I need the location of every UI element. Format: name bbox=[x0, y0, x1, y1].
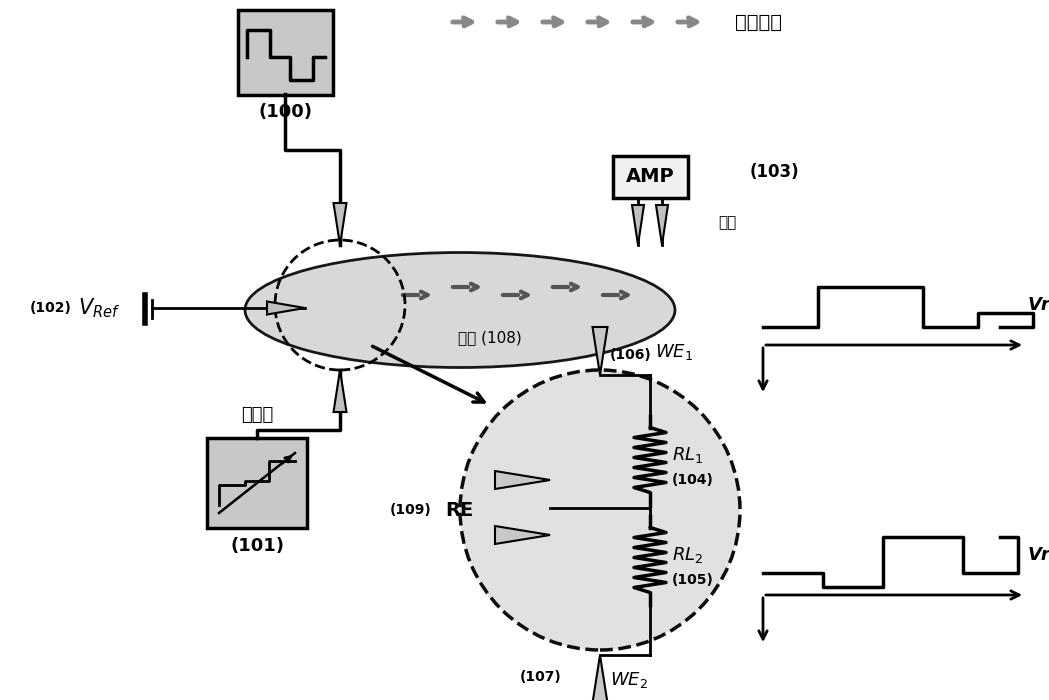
Text: $WE_1$: $WE_1$ bbox=[655, 342, 693, 362]
Circle shape bbox=[461, 370, 740, 650]
Text: 组织 (108): 组织 (108) bbox=[458, 330, 521, 345]
Polygon shape bbox=[495, 526, 550, 544]
Text: Vref: Vref bbox=[1028, 546, 1049, 564]
Text: $WE_2$: $WE_2$ bbox=[611, 670, 648, 690]
Text: (100): (100) bbox=[258, 103, 312, 121]
Text: RE: RE bbox=[445, 500, 473, 519]
Polygon shape bbox=[593, 327, 607, 375]
Polygon shape bbox=[656, 205, 668, 245]
Polygon shape bbox=[631, 205, 644, 245]
FancyBboxPatch shape bbox=[613, 156, 687, 198]
Polygon shape bbox=[495, 471, 550, 489]
Text: $RL_1$: $RL_1$ bbox=[672, 445, 704, 465]
Polygon shape bbox=[334, 370, 346, 412]
Text: 刺激拉电流: 刺激拉电流 bbox=[215, 0, 269, 1]
Text: (105): (105) bbox=[672, 573, 714, 587]
Text: 导电路径: 导电路径 bbox=[735, 13, 782, 32]
Text: Vref: Vref bbox=[1028, 296, 1049, 314]
Text: (103): (103) bbox=[750, 163, 799, 181]
Polygon shape bbox=[267, 302, 305, 314]
Text: 灌电流: 灌电流 bbox=[241, 406, 273, 424]
Text: (101): (101) bbox=[230, 537, 284, 555]
FancyBboxPatch shape bbox=[207, 438, 307, 528]
Text: (106): (106) bbox=[611, 348, 651, 362]
Text: 记录: 记录 bbox=[718, 215, 736, 230]
Text: (109): (109) bbox=[390, 503, 432, 517]
Text: AMP: AMP bbox=[625, 167, 675, 186]
Polygon shape bbox=[334, 203, 346, 245]
FancyBboxPatch shape bbox=[237, 10, 333, 94]
Ellipse shape bbox=[245, 253, 675, 368]
Polygon shape bbox=[593, 655, 607, 700]
Text: (102): (102) bbox=[30, 301, 72, 315]
Text: (107): (107) bbox=[520, 670, 562, 684]
Text: $RL_2$: $RL_2$ bbox=[672, 545, 703, 565]
Text: (104): (104) bbox=[672, 473, 714, 487]
Text: $V_{Ref}$: $V_{Ref}$ bbox=[78, 296, 121, 320]
